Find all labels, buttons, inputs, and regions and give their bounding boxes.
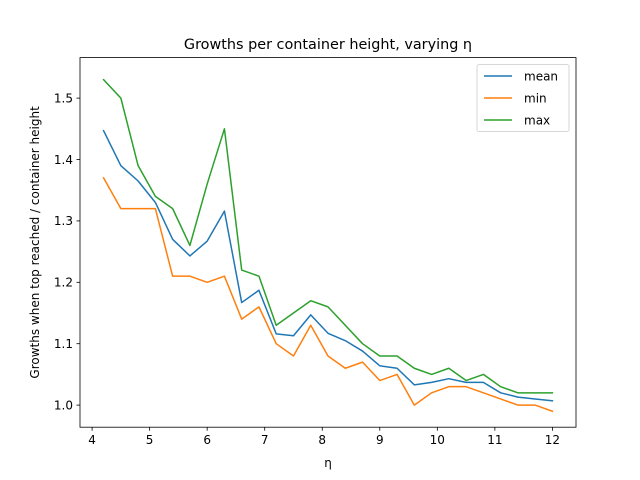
legend-box xyxy=(476,64,570,132)
x-tick-label: 10 xyxy=(430,433,445,447)
y-tick-label: 1.1 xyxy=(54,337,73,351)
y-tick-label: 1.5 xyxy=(54,91,73,105)
x-tick-label: 6 xyxy=(203,433,211,447)
series-line-min xyxy=(102,176,554,413)
series-line-max xyxy=(102,78,554,394)
x-axis-label: η xyxy=(324,456,332,470)
x-tick-label: 11 xyxy=(487,433,502,447)
series-line-mean xyxy=(102,129,554,402)
x-axis: 4 5 6 7 8 9 10 11 12 xyxy=(88,427,560,447)
x-tick-label: 5 xyxy=(146,433,154,447)
y-tick-label: 1.4 xyxy=(54,153,73,167)
legend-label-mean: mean xyxy=(524,69,558,83)
legend: mean min max xyxy=(476,64,570,132)
y-axis: 1.0 1.1 1.2 1.3 1.4 1.5 xyxy=(54,91,80,412)
y-tick-label: 1.3 xyxy=(54,214,73,228)
x-tick-label: 7 xyxy=(261,433,269,447)
y-axis-label: Growths when top reached / container hei… xyxy=(28,106,42,379)
series-layer xyxy=(102,78,554,413)
chart-title: Growths per container height, varying η xyxy=(184,37,472,53)
x-tick-label: 8 xyxy=(318,433,326,447)
y-tick-label: 1.2 xyxy=(54,276,73,290)
x-tick-label: 12 xyxy=(545,433,560,447)
plot-frame xyxy=(79,57,577,428)
x-tick-label: 4 xyxy=(88,433,96,447)
x-tick-label: 9 xyxy=(376,433,384,447)
legend-label-min: min xyxy=(524,91,547,105)
legend-label-max: max xyxy=(524,113,550,127)
y-tick-label: 1.0 xyxy=(54,398,73,412)
